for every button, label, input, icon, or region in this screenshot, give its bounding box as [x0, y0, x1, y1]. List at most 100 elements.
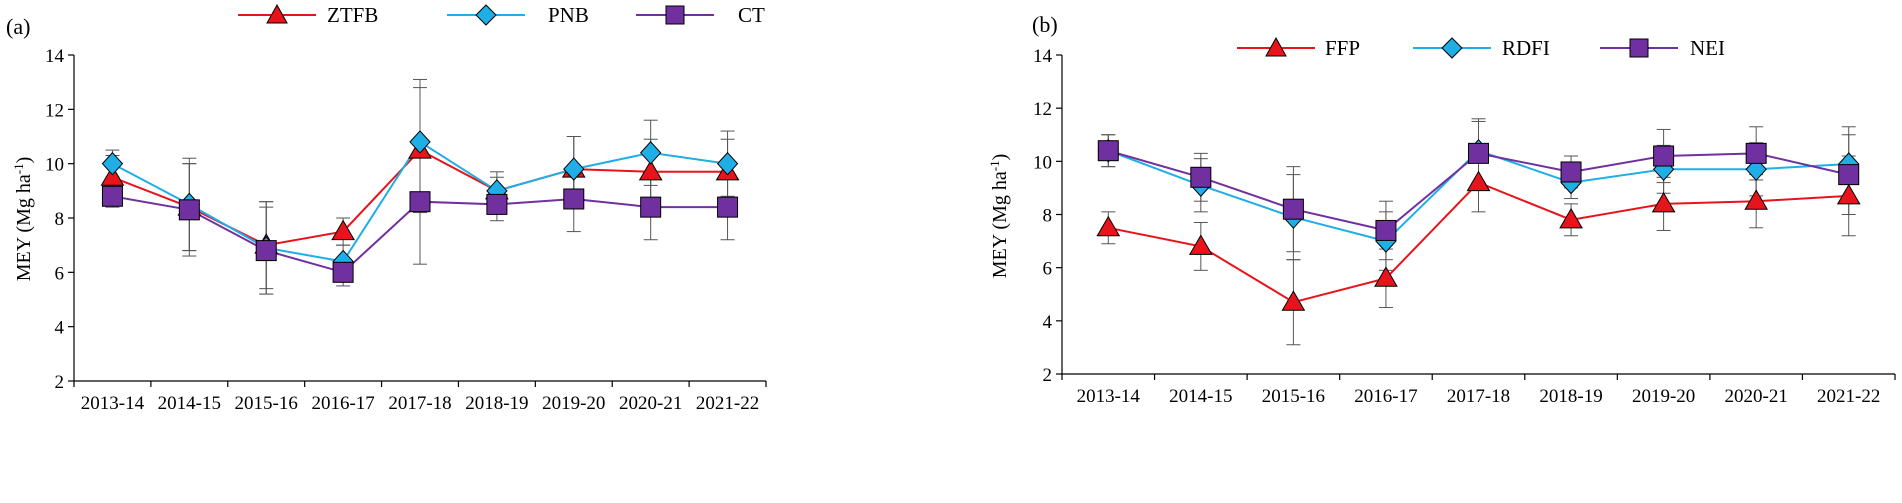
point-ct-2020-21: [640, 196, 662, 218]
panel-b-xtick-label: 2018-19: [1539, 386, 1602, 407]
panel-a-xtick-label: 2015-16: [235, 393, 298, 414]
point-pnb-2021-22: [716, 151, 739, 176]
legend-marker-pnb: [475, 4, 497, 26]
panel-b-xtick-label: 2019-20: [1632, 386, 1695, 407]
panel-a-ytick-label: 10: [45, 155, 64, 176]
point-ztfb-2013-14: [100, 165, 125, 186]
panel-a-xtick-label: 2021-22: [696, 393, 759, 414]
legend-item-ztfb: ZTFB: [238, 3, 378, 27]
point-pnb-2013-14: [101, 151, 124, 176]
panel-a-ytick-label: 14: [45, 46, 65, 67]
panel-a-legend: ZTFB PNB CT: [238, 3, 765, 27]
legend-label-ztfb: ZTFB: [327, 3, 378, 27]
panel-b-xtick-label: 2015-16: [1262, 386, 1325, 407]
panel-b-ytick-label: 6: [1043, 259, 1053, 280]
point-ffp-2020-21: [1744, 189, 1769, 210]
legend-marker-ztfb: [266, 3, 288, 24]
legend-marker-ffp: [1265, 36, 1287, 57]
panel-b-xtick-label: 2020-21: [1725, 386, 1788, 407]
point-pnb-2020-21: [639, 141, 662, 165]
point-ct-2016-17: [332, 261, 354, 283]
panel-b-xtick-label: 2017-18: [1447, 386, 1510, 407]
panel-a-ytick-label: 6: [55, 263, 65, 284]
point-nei-2013-14: [1097, 140, 1119, 162]
panel-b-x-ticks: 2013-14 2014-15 2015-16 2016-17 2017-18 2018-…: [1061, 374, 1896, 407]
panel-b-legend: FFP RDFI NEI: [1237, 36, 1725, 60]
point-ffp-2014-15: [1188, 234, 1213, 255]
legend-marker-rdfi: [1441, 37, 1463, 59]
point-nei-2016-17: [1375, 219, 1397, 241]
point-ztfb-2016-17: [331, 219, 355, 241]
legend-item-ct: CT: [636, 3, 765, 27]
point-ffp-2016-17: [1374, 266, 1398, 287]
panel-a-xtick-label: 2018-19: [465, 393, 528, 414]
panel-a-xtick-label: 2017-18: [388, 393, 451, 414]
point-nei-2017-18: [1468, 142, 1489, 164]
panel-b-y-ticks: 2 4 6 8 10 12 14: [1033, 46, 1062, 386]
legend-label-rdfi: RDFI: [1502, 36, 1550, 60]
legend-label-nei: NEI: [1690, 36, 1725, 60]
point-ffp-2021-22: [1836, 183, 1861, 205]
panel-b-ytick-label: 8: [1043, 206, 1053, 227]
panel-a-ytick-label: 8: [55, 209, 65, 230]
point-ffp-2019-20: [1651, 191, 1676, 213]
point-nei-2019-20: [1653, 145, 1675, 167]
panel-a-label: (a): [6, 14, 30, 39]
panel-a-xtick-label: 2016-17: [311, 393, 374, 414]
point-ct-2017-18: [409, 191, 431, 213]
point-nei-2021-22: [1838, 164, 1860, 186]
panel-a-xtick-label: 2020-21: [619, 393, 682, 414]
panel-a-ytick-label: 2: [55, 372, 65, 393]
point-nei-2015-16: [1282, 198, 1304, 220]
point-ztfb-2020-21: [638, 159, 663, 181]
panel-b-ylabel: MEY (Mg ha-1): [987, 154, 1011, 279]
panel-a-y-ticks: 2 4 6 8 10 12 14: [45, 46, 74, 393]
panel-a-xtick-label: 2019-20: [542, 393, 605, 414]
legend-marker-nei: [1629, 38, 1649, 58]
panel-b-xtick-label: 2014-15: [1169, 386, 1232, 407]
panel-a-ylabel: MEY (Mg ha-1): [11, 157, 35, 282]
panel-b-ytick-label: 12: [1033, 99, 1052, 120]
panel-b-ytick-label: 14: [1033, 46, 1053, 67]
point-nei-2014-15: [1190, 166, 1212, 188]
panel-a-x-ticks: 2013-14 2014-15 2015-16 2016-17 2017-18 2018-…: [73, 381, 767, 414]
panel-b-ytick-label: 10: [1033, 152, 1052, 173]
panel-b-xtick-label: 2016-17: [1354, 386, 1417, 407]
point-ffp-2018-19: [1559, 207, 1583, 229]
legend-item-ffp: FFP: [1237, 36, 1360, 60]
panel-a-ytick-label: 12: [45, 100, 64, 121]
panel-b-ytick-label: 2: [1043, 365, 1053, 386]
point-ffp-2015-16: [1281, 290, 1306, 311]
panel-a-xtick-label: 2013-14: [81, 393, 145, 414]
legend-label-pnb: PNB: [548, 3, 589, 27]
point-ct-2015-16: [255, 240, 277, 262]
point-ct-2018-19: [486, 193, 508, 215]
panel-a-plot-area: [100, 78, 740, 295]
legend-item-rdfi: RDFI: [1413, 36, 1550, 60]
panel-b-plot-area: [1096, 118, 1861, 346]
panel-a-xtick-label: 2014-15: [158, 393, 221, 414]
point-pnb-2019-20: [563, 157, 585, 181]
point-ct-2019-20: [563, 188, 585, 210]
panel-a: (a) ZTFB PNB CT MEY (Mg ha-1) 2 4 6: [6, 3, 767, 414]
point-ffp-2013-14: [1096, 215, 1121, 237]
panel-b-xtick-label: 2013-14: [1077, 386, 1141, 407]
legend-item-nei: NEI: [1600, 36, 1725, 60]
legend-label-ffp: FFP: [1325, 36, 1360, 60]
panel-a-ytick-label: 4: [55, 318, 65, 339]
point-ffp-2017-18: [1466, 170, 1491, 192]
panel-b-label: (b): [1032, 12, 1058, 37]
legend-marker-ct: [665, 5, 685, 25]
point-ct-2013-14: [101, 185, 123, 207]
point-nei-2018-19: [1560, 161, 1582, 183]
legend-item-pnb: PNB: [447, 3, 589, 27]
legend-label-ct: CT: [738, 3, 765, 27]
panel-b-ytick-label: 4: [1043, 312, 1053, 333]
point-ct-2021-22: [717, 196, 739, 218]
panel-b-xtick-label: 2021-22: [1817, 386, 1880, 407]
point-nei-2020-21: [1745, 142, 1767, 164]
panel-b: (b) FFP RDFI NEI MEY (Mg ha-1) 2 4: [987, 12, 1896, 407]
point-ct-2014-15: [178, 199, 200, 221]
point-pnb-2017-18: [409, 130, 431, 154]
